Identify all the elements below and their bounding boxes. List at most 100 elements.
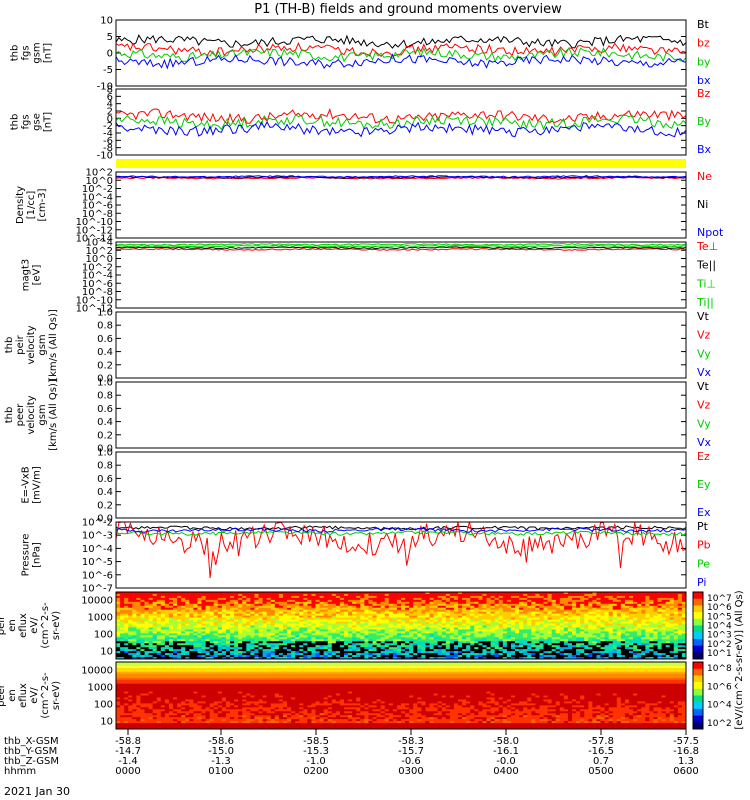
ytick-label: 100: [94, 700, 113, 711]
ytick-label: 0: [107, 49, 113, 60]
panel-efield: 1.0 0.8 0.6 0.4 0.2 0.0 E=-VxB [mV/m] Ez Ey Ex: [21, 448, 711, 525]
legend-label: Vt: [697, 380, 710, 393]
ytick-label: -10: [97, 82, 113, 93]
legend-label: Npot: [697, 226, 724, 239]
legend-label: by: [697, 55, 711, 68]
ytick-label: 10^-2: [82, 518, 113, 529]
legend-label: Pi: [697, 576, 706, 589]
ytick-label: 10^-4: [82, 271, 113, 282]
ylabel-line: fgs: [21, 45, 32, 60]
ytick-label: 0.0: [97, 444, 113, 455]
ylabel-line: gsm: [37, 334, 48, 355]
ytick-label: 10^-10: [76, 217, 113, 228]
series-line-pressure-0: [115, 525, 687, 531]
colorbar-tick: 10^1: [707, 649, 732, 659]
ylabel-line: peer: [0, 683, 7, 707]
panel-peer_eflux: 10000100010010thbpeerenefluxeV/(cm^2-s-s…: [0, 661, 687, 730]
ylabel-line: velocity: [26, 395, 37, 434]
panel-density: 10^210^010^-210^-410^-610^-810^-1010^-12…: [15, 168, 724, 245]
legend-label: Pt: [697, 520, 709, 533]
ytick-label: -4: [103, 129, 113, 140]
legend-label: Vx: [697, 366, 712, 379]
ylabel-line: peir: [0, 615, 7, 635]
ylabel-line: gsm: [37, 404, 48, 425]
series-line-fgs_gse-2: [115, 120, 687, 138]
ylabel-line: velocity: [26, 325, 37, 364]
ytick-label: 10^-14: [76, 234, 113, 245]
footer-row-label: hhmm: [4, 766, 36, 777]
ytick-label: 0.4: [97, 417, 113, 428]
footer-value: -1.3: [211, 756, 231, 767]
ytick-label: 10^0: [86, 176, 113, 187]
series-line-fgs_gse-0: [115, 108, 687, 125]
date-label: 2021 Jan 30: [4, 785, 70, 798]
ylabel-line: eV/: [29, 687, 40, 704]
footer-value: -58.0: [493, 736, 519, 747]
footer-value: -0.6: [401, 756, 421, 767]
ytick-label: 10000: [81, 666, 113, 677]
ytick-label: 0.2: [97, 430, 113, 441]
ylabel-line: [1/cc]: [26, 191, 37, 220]
ylabel-line: sr-eV): [51, 611, 62, 640]
ylabel-line: Pressure: [21, 534, 32, 577]
ytick-label: 10^-2: [82, 262, 113, 273]
ytick-label: 10^-4: [82, 192, 113, 203]
ytick-label: 10^-3: [82, 531, 113, 542]
ylabel-line: fgs: [21, 114, 32, 129]
colorbar-tick: 10^2: [707, 640, 732, 650]
footer-value: -57.8: [588, 736, 614, 747]
ytick-label: 10^-12: [76, 304, 113, 315]
series-line-fgs_gsm-1: [115, 42, 687, 57]
footer-value: -15.0: [208, 746, 234, 757]
legend-label: Vt: [697, 310, 710, 323]
ytick-label: 0.0: [97, 514, 113, 525]
ytick-label: -2: [103, 121, 113, 132]
footer-value: 0.7: [593, 756, 609, 767]
ylabel-line: (cm^2-s-: [40, 602, 51, 649]
footer-value: -58.6: [208, 736, 234, 747]
series-line-pressure-3: [115, 527, 687, 533]
ephemeris-footer: thb_X-GSM -58.8 -58.6 -58.5 -58.3 -58.0 -57.8-…: [4, 729, 699, 777]
legend-label: Te||: [696, 259, 716, 272]
ytick-label: 10: [100, 647, 113, 658]
ytick-label: 0.6: [97, 474, 113, 485]
panel-peir_velocity: 1.0 0.8 0.6 0.4 0.2 0.0 thb peir velocity gsm [km/…: [4, 308, 712, 385]
ytick-label: 10^2: [86, 168, 113, 179]
legend-label: Te⊥: [696, 240, 718, 253]
footer-value: 0100: [208, 766, 233, 777]
colorbar-tick: 10^4: [707, 701, 732, 711]
colorbar-tick: 10^5: [707, 612, 732, 622]
ytick-label: -8: [103, 143, 113, 154]
colorbar-tick: 10^6: [707, 682, 732, 692]
footer-value: 0500: [588, 766, 613, 777]
ytick-label: 100: [94, 630, 113, 641]
quality-flag-bar: [116, 159, 686, 168]
legend-label: Ti||: [696, 296, 714, 309]
ylabel-line: [nPa]: [32, 542, 43, 568]
series-line-temperature-3: [115, 243, 687, 246]
series-line-temperature-1: [115, 246, 687, 250]
footer-value: -58.8: [115, 736, 141, 747]
series-line-density-2: [115, 175, 687, 179]
ylabel-line: (cm^2-s-: [40, 672, 51, 719]
ytick-label: 0: [107, 114, 113, 125]
ytick-label: 0.8: [97, 321, 113, 332]
legend-label: By: [697, 115, 712, 128]
legend-label: Vy: [697, 417, 711, 430]
ylabel-line: thb: [4, 337, 15, 354]
ytick-label: 1000: [88, 683, 113, 694]
footer-value: -1.4: [118, 756, 138, 767]
ytick-label: -5: [103, 65, 113, 76]
ytick-label: 1000: [88, 613, 113, 624]
ylabel-line: gsm: [32, 42, 43, 63]
ylabel-line: thb: [4, 407, 15, 424]
legend-label: Bx: [697, 143, 712, 156]
ylabel-line: thb: [10, 45, 21, 62]
ytick-label: 2: [107, 107, 113, 118]
footer-row-label: thb_Y-GSM: [4, 746, 57, 757]
ytick-label: 10^0: [86, 254, 113, 265]
footer-value: -14.7: [115, 746, 141, 757]
series-line-temperature-2: [115, 244, 687, 248]
